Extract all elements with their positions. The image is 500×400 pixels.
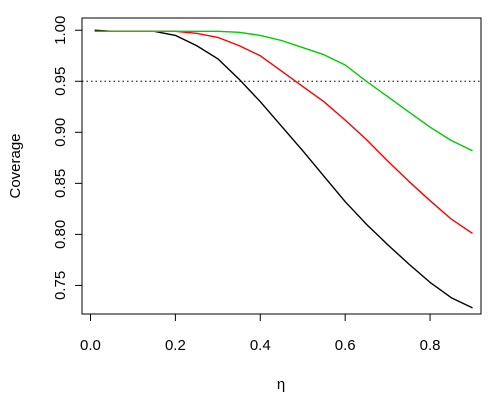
y-tick-label: 0.90 <box>52 118 69 147</box>
series-layer <box>94 29 473 309</box>
series-line-2 <box>94 30 473 234</box>
y-tick-label: 0.85 <box>52 169 69 198</box>
y-axis-title: Coverage <box>7 133 24 198</box>
y-axis: 0.75 0.80 0.85 0.90 0.95 1.00 <box>52 16 83 300</box>
x-tick-label: 0.4 <box>250 337 271 354</box>
y-tick-label: 1.00 <box>52 16 69 45</box>
x-axis-title: η <box>277 376 285 393</box>
x-tick-label: 0.6 <box>335 337 356 354</box>
series-line-3 <box>94 30 473 152</box>
y-tick-label: 0.75 <box>52 271 69 300</box>
plot-frame <box>81 17 482 315</box>
x-axis: 0.0 0.2 0.4 0.6 0.8 <box>80 313 441 354</box>
x-tick-label: 0.2 <box>165 337 186 354</box>
x-tick-label: 0.0 <box>80 337 101 354</box>
x-tick-label: 0.8 <box>420 337 441 354</box>
y-tick-label: 0.80 <box>52 220 69 249</box>
y-tick-label: 0.95 <box>52 67 69 96</box>
